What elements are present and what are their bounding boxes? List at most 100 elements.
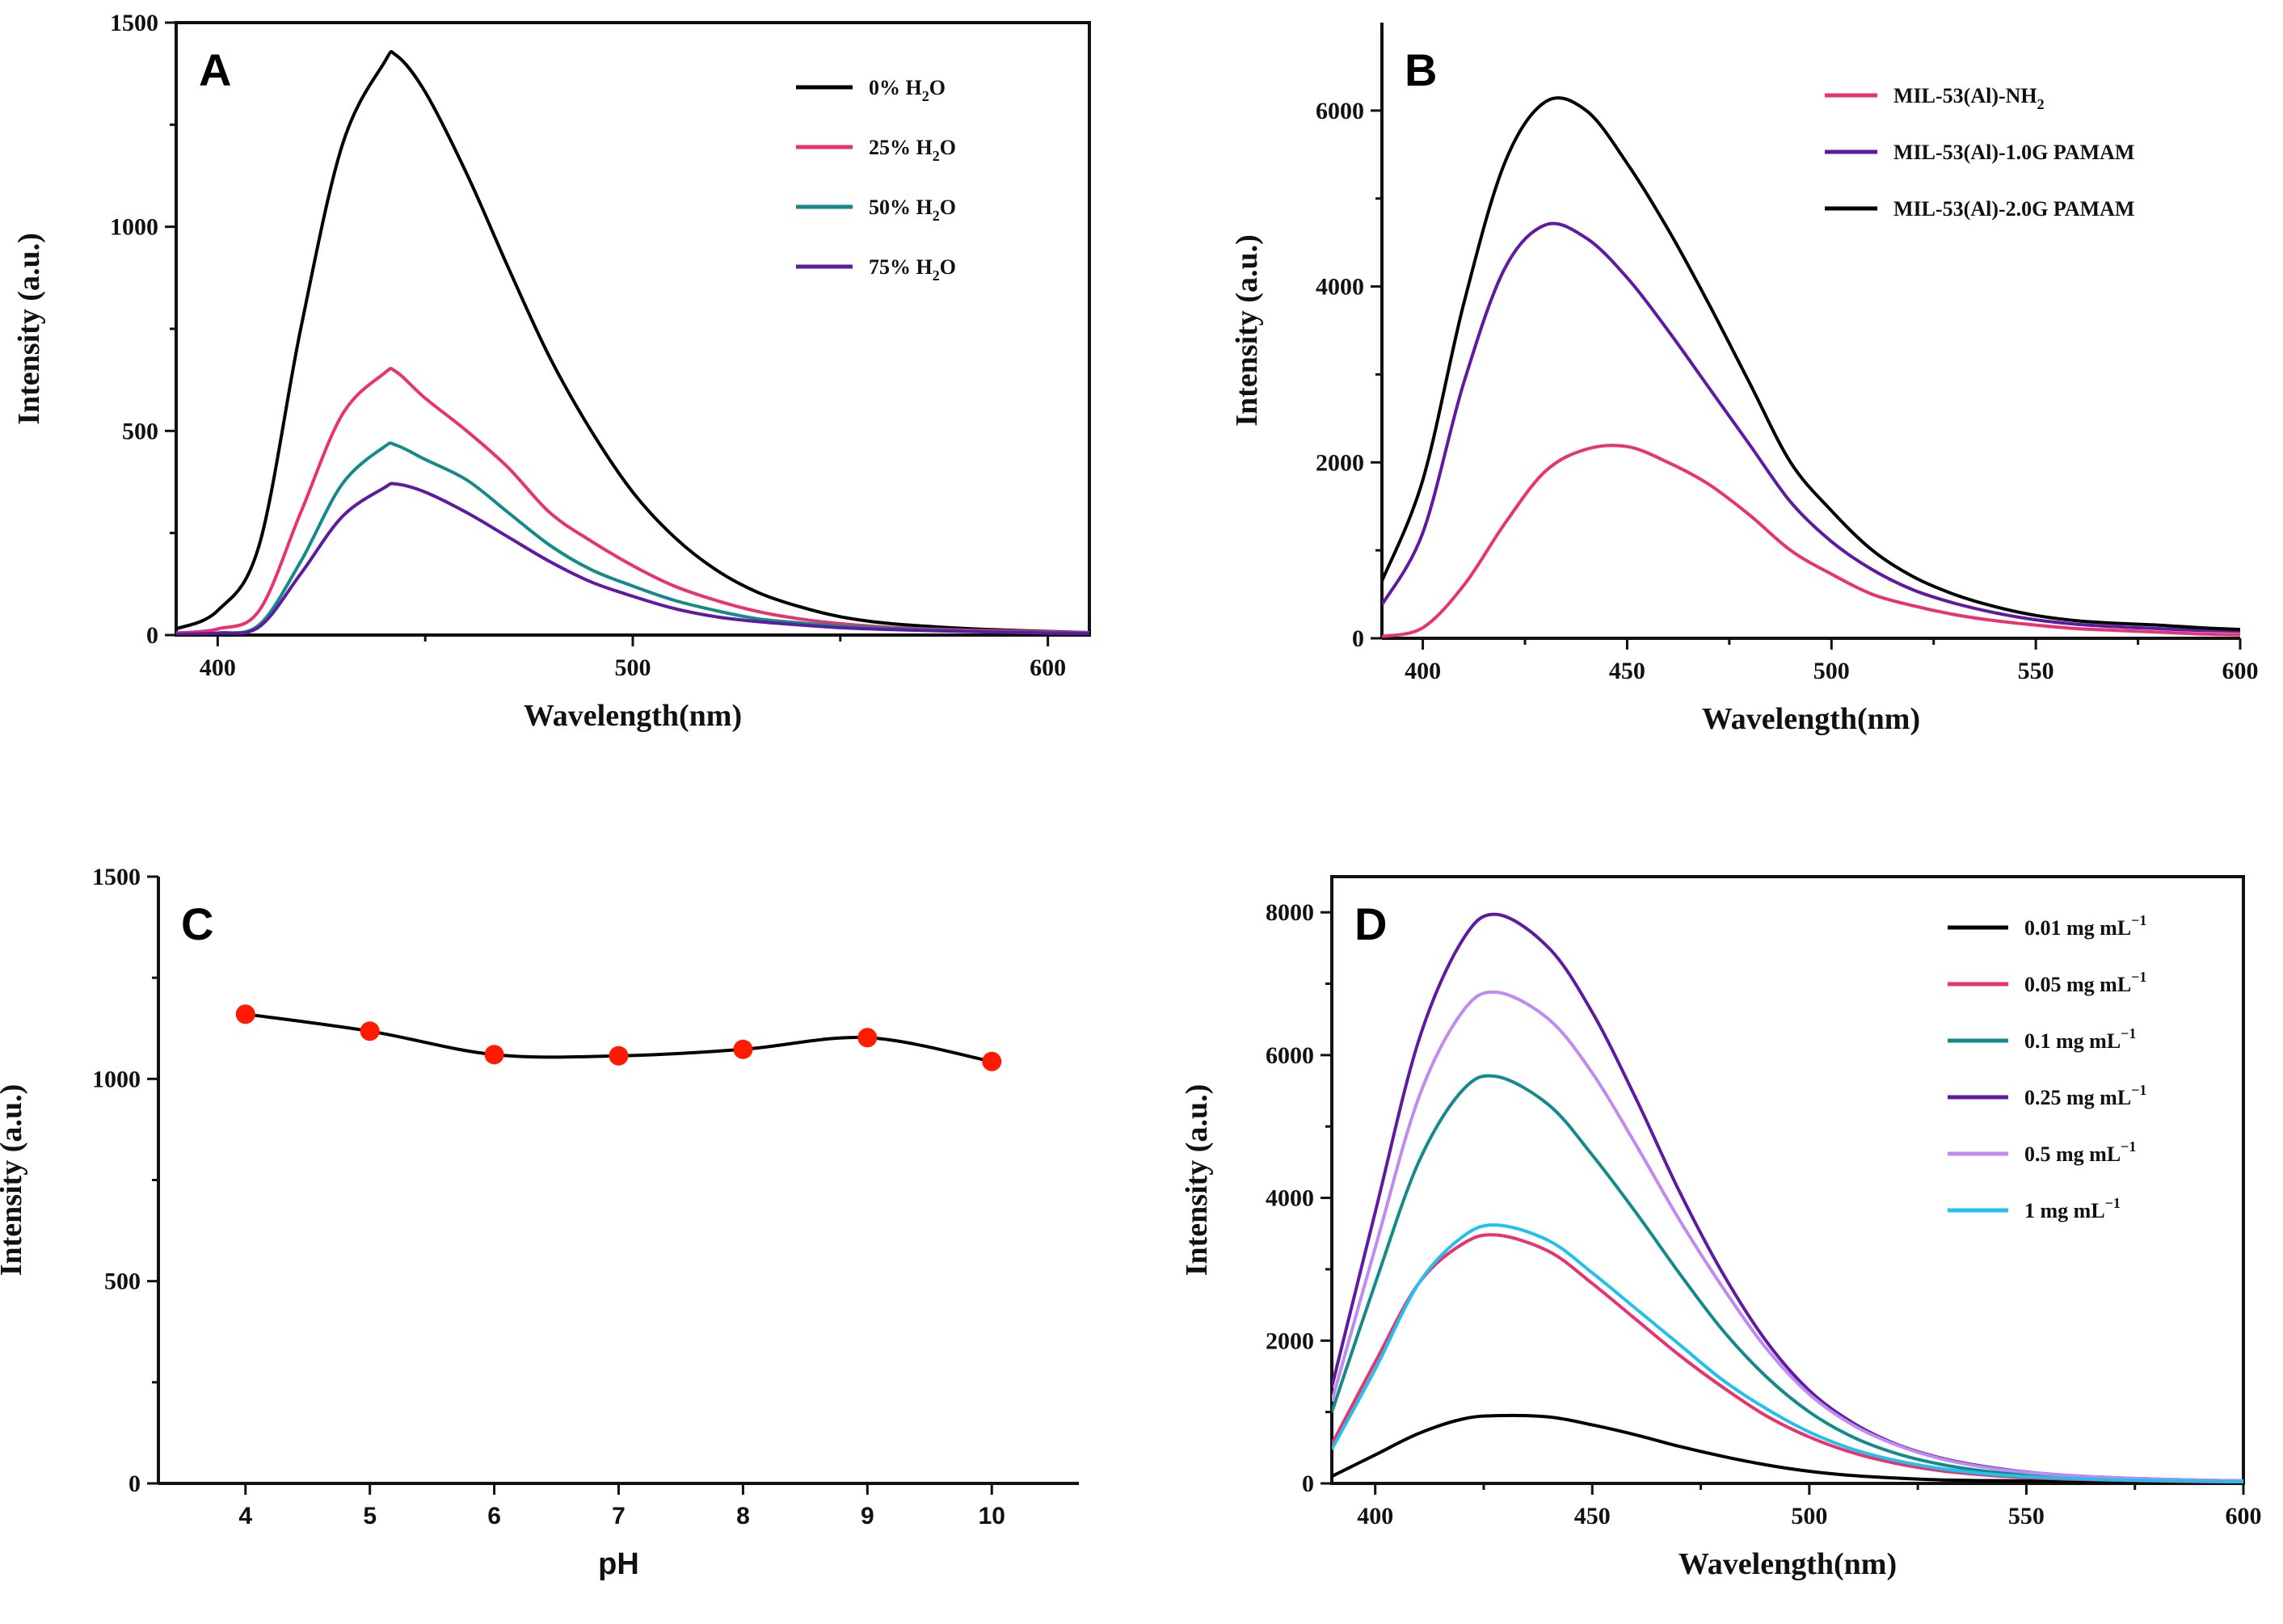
legend-label-main: 0% H <box>869 76 922 99</box>
x-tick-label: 4 <box>238 1503 252 1529</box>
legend-label-superscript: −1 <box>2121 1138 2136 1155</box>
y-tick-label: 0 <box>128 1470 141 1497</box>
y-tick-label: 6000 <box>1266 1042 1314 1069</box>
x-tick-label: 10 <box>979 1503 1005 1529</box>
y-tick-label: 6000 <box>1316 98 1364 124</box>
x-axis-title: pH <box>598 1547 639 1581</box>
legend-label-main: 50% H <box>869 196 933 219</box>
chart-panel-a: 0 500 1000 1500 400 500 600 Wavelength(nm) Inten… <box>12 10 1091 733</box>
legend-label: MIL-53(Al)-2.0G PAMAM <box>1893 197 2134 221</box>
chart-panel-d: 0 2000 4000 6000 8000 400 450 500 550 600 Waveleng… <box>1180 875 2262 1581</box>
legend-label-main: 75% H <box>869 255 933 279</box>
y-tick-label: 500 <box>122 418 158 444</box>
legend-label-superscript: −1 <box>2131 1082 2146 1098</box>
legend-label-main: 0.25 mg mL <box>2024 1086 2131 1109</box>
x-tick-label: 600 <box>2222 658 2259 684</box>
legend-label-tail: O <box>940 136 956 159</box>
legend-label: 50% H2O <box>869 196 956 224</box>
y-tick-label: 1500 <box>92 864 141 890</box>
legend: MIL-53(Al)-NH2 MIL-53(Al)-1.0G PAMAM MIL-5… <box>1825 84 2134 221</box>
legend-label: 75% H2O <box>869 255 956 284</box>
x-tick-label: 9 <box>861 1503 874 1529</box>
x-tick-label: 500 <box>1791 1503 1827 1529</box>
series-line-0-h <box>176 50 1089 634</box>
legend-label-subscript: 2 <box>922 88 929 104</box>
y-tick-label: 4000 <box>1316 274 1364 301</box>
legend-label: 25% H2O <box>869 136 956 164</box>
x-axis-title: Wavelength(nm) <box>524 699 742 733</box>
y-tick-label: 2000 <box>1266 1327 1314 1354</box>
x-tick-label: 600 <box>2226 1503 2262 1529</box>
series-line-mil-53-al-1-0g-pamam <box>1382 221 2240 633</box>
data-point-ph-6 <box>484 1045 504 1065</box>
legend-label: 1 mg mL−1 <box>2024 1195 2121 1222</box>
data-point-ph-5 <box>360 1021 380 1041</box>
series-line-mil-53-al-2-0g-pamam <box>1382 96 2240 632</box>
y-tick-label: 1000 <box>92 1066 141 1092</box>
x-tick-label: 7 <box>612 1503 626 1529</box>
legend-label-main: 0.5 mg mL <box>2024 1142 2121 1166</box>
legend-label: 0.05 mg mL−1 <box>2024 969 2146 996</box>
legend-label-superscript: −1 <box>2105 1195 2121 1211</box>
legend-label: 0.5 mg mL−1 <box>2024 1138 2136 1166</box>
y-tick-label: 4000 <box>1266 1185 1314 1212</box>
y-axis-title: Intensity (a.u.) <box>1230 234 1264 427</box>
legend-label-tail: O <box>940 196 956 219</box>
y-tick-label: 1500 <box>110 10 158 36</box>
series-line-1-mg-ml <box>1332 1223 2243 1483</box>
panel-label: D <box>1354 898 1387 949</box>
x-axis-title: Wavelength(nm) <box>1702 702 1920 736</box>
data-point-ph-9 <box>857 1028 878 1048</box>
legend-label-main: MIL-53(Al)-NH <box>1893 84 2037 107</box>
legend-label: 0.25 mg mL−1 <box>2024 1082 2146 1109</box>
legend-label: MIL-53(Al)-NH2 <box>1893 84 2045 112</box>
legend-label-subscript: 2 <box>933 208 940 224</box>
panel-label: B <box>1405 44 1437 95</box>
legend-label-main: 0.05 mg mL <box>2024 973 2131 996</box>
legend-label-main: 0.1 mg mL <box>2024 1029 2121 1053</box>
legend-label-tail: O <box>940 255 956 279</box>
panel-label: A <box>199 44 231 95</box>
x-tick-label: 400 <box>1405 658 1441 684</box>
y-tick-label: 500 <box>104 1268 141 1295</box>
legend-label-subscript: 2 <box>933 267 940 284</box>
x-tick-label: 8 <box>736 1503 750 1529</box>
y-tick-label: 8000 <box>1266 899 1314 926</box>
chart-panel-b: 0 2000 4000 6000 400 450 500 550 600 Wavelength(n… <box>1230 23 2259 736</box>
series-line-0-01-mg-ml <box>1332 1413 2243 1483</box>
legend-label-main: 1 mg mL <box>2024 1199 2105 1222</box>
legend-label-superscript: −1 <box>2131 969 2146 985</box>
legend-label-main: 25% H <box>869 136 933 159</box>
data-point-ph-4 <box>235 1004 255 1024</box>
legend-label: MIL-53(Al)-1.0G PAMAM <box>1893 141 2134 164</box>
y-tick-label: 2000 <box>1316 449 1364 476</box>
x-tick-label: 500 <box>1813 658 1850 684</box>
y-axis-title: Intensity (a.u.) <box>0 1084 28 1277</box>
data-point-ph-8 <box>733 1039 753 1059</box>
data-point-ph-10 <box>982 1051 1002 1071</box>
y-tick-label: 0 <box>1352 625 1364 652</box>
x-tick-label: 550 <box>2018 658 2054 684</box>
legend-label-subscript: 2 <box>933 148 940 164</box>
series-line-75-h <box>176 482 1089 635</box>
y-tick-label: 1000 <box>110 214 158 241</box>
y-tick-label: 0 <box>146 622 158 649</box>
plot-frame <box>1330 875 2245 1485</box>
chart-panel-c: 0 500 1000 1500 4 5 6 7 8 9 10 pH Intensity (a.u.) C <box>0 864 1079 1581</box>
legend-label-superscript: −1 <box>2121 1025 2136 1041</box>
x-tick-label: 450 <box>1574 1503 1611 1529</box>
x-tick-label: 400 <box>1357 1503 1393 1529</box>
legend: 0.01 mg mL−10.05 mg mL−10.1 mg mL−10.25 … <box>1948 912 2146 1222</box>
legend-label: 0.01 mg mL−1 <box>2024 912 2146 940</box>
series-line-mil-53-al-nh <box>1382 444 2240 638</box>
x-tick-label: 600 <box>1030 654 1066 681</box>
data-point-ph-7 <box>609 1046 629 1066</box>
y-tick-label: 0 <box>1302 1470 1314 1497</box>
x-tick-label: 450 <box>1609 658 1645 684</box>
x-tick-label: 550 <box>2008 1503 2045 1529</box>
legend-label-subscript: 2 <box>2037 96 2045 112</box>
series-line-0-5-mg-ml <box>1332 990 2243 1483</box>
x-tick-label: 6 <box>487 1503 501 1529</box>
